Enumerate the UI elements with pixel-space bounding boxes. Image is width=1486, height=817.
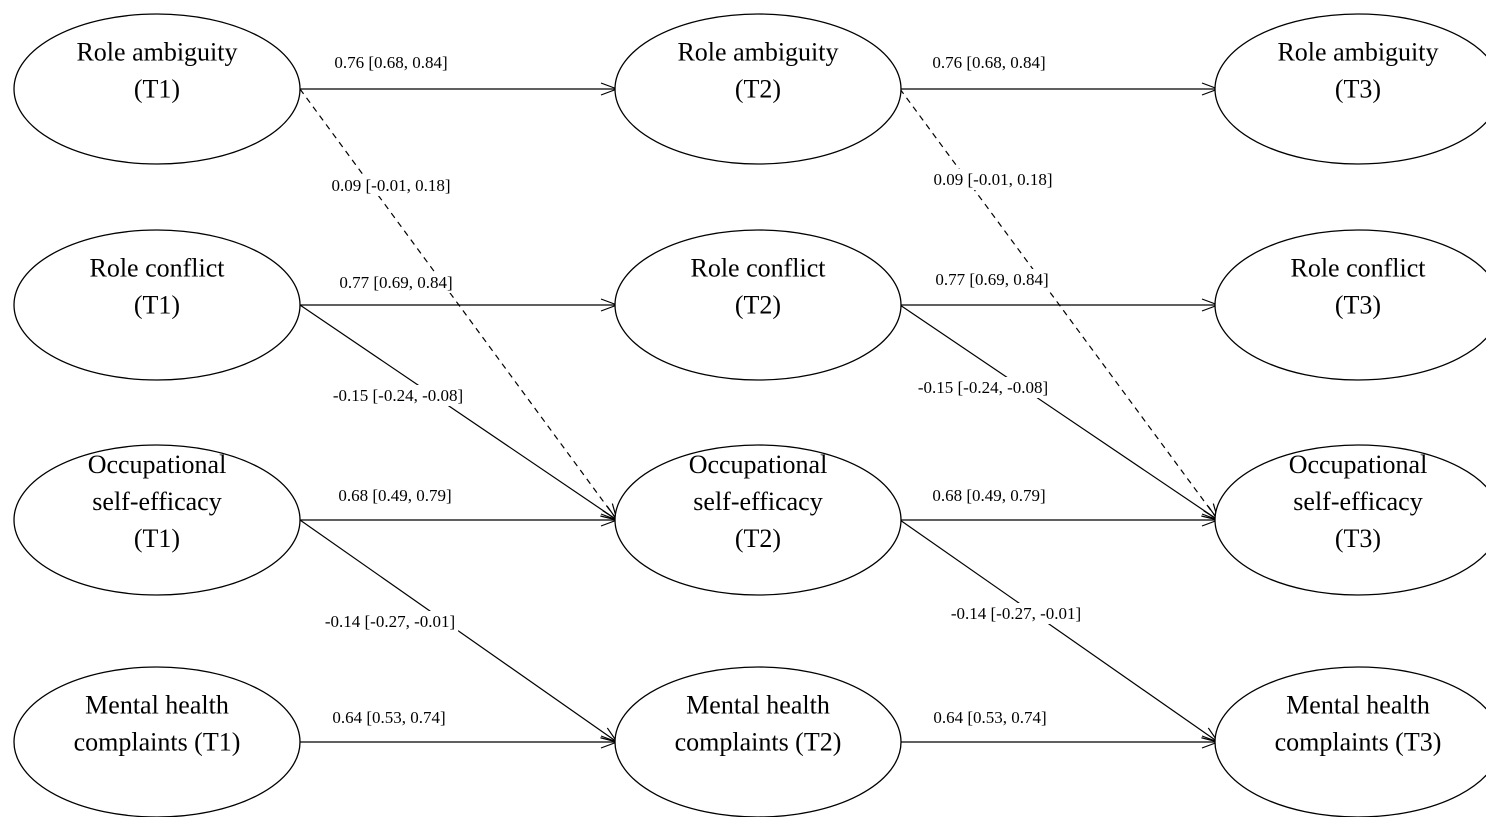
node-label-line: Mental health (686, 691, 830, 720)
path-coefficient-rc1-to-rc2: 0.77 [0.69, 0.84] (339, 273, 452, 292)
node-ellipse (614, 229, 902, 381)
node-label-line: complaints (T2) (675, 728, 842, 757)
node-label-line: (T2) (735, 75, 781, 104)
node-label-line: Role ambiguity (1277, 38, 1438, 67)
path-coefficient-mhc2-to-mhc3: 0.64 [0.53, 0.74] (933, 708, 1046, 727)
node-label-line: (T3) (1335, 524, 1381, 553)
node-ellipse (1214, 444, 1486, 596)
node-label-line: (T1) (134, 524, 180, 553)
node-mhc1: Mental health complaints (T1) (13, 666, 301, 817)
node-ellipse (13, 13, 301, 165)
path-coefficient-ose2-to-ose3: 0.68 [0.49, 0.79] (932, 486, 1045, 505)
node-ellipse (614, 444, 902, 596)
node-label-line: Role conflict (1290, 254, 1426, 283)
label-background (929, 52, 1049, 73)
label-background (335, 485, 455, 506)
path-coefficient-ra2-to-ra3: 0.76 [0.68, 0.84] (932, 53, 1045, 72)
label-background (328, 175, 454, 196)
node-label-line: Role conflict (690, 254, 826, 283)
node-ellipse (614, 666, 902, 817)
node-rc2: Role conflict (T2) (614, 229, 902, 381)
node-label-line: Occupational (1289, 450, 1428, 479)
label-background (932, 269, 1052, 290)
node-ra1: Role ambiguity (T1) (13, 13, 301, 165)
node-label-line: complaints (T1) (74, 728, 241, 757)
path-coefficient-ose1-to-mhc2: -0.14 [-0.27, -0.01] (325, 612, 455, 631)
node-ellipse (1214, 13, 1486, 165)
path-coefficient-ra1-to-ose2: 0.09 [-0.01, 0.18] (332, 176, 451, 195)
node-rc1: Role conflict (T1) (13, 229, 301, 381)
node-label-line: self-efficacy (693, 487, 822, 516)
node-label-line: Role conflict (89, 254, 225, 283)
path-coefficient-ose2-to-mhc3: -0.14 [-0.27, -0.01] (951, 604, 1081, 623)
path-coefficient-ra1-to-ra2: 0.76 [0.68, 0.84] (334, 53, 447, 72)
node-ose3: Occupational self-efficacy (T3) (1214, 444, 1486, 596)
node-rc3: Role conflict (T3) (1214, 229, 1486, 381)
node-mhc2: Mental health complaints (T2) (614, 666, 902, 817)
label-background (329, 707, 449, 728)
label-background (331, 52, 451, 73)
label-background (336, 272, 456, 293)
node-label-line: (T3) (1335, 291, 1381, 320)
path-coefficient-ra2-to-ose3: 0.09 [-0.01, 0.18] (934, 170, 1053, 189)
node-label-line: Role ambiguity (76, 38, 237, 67)
label-background (947, 603, 1085, 624)
node-label-line: Mental health (85, 691, 229, 720)
node-ra3: Role ambiguity (T3) (1214, 13, 1486, 165)
label-background (329, 385, 467, 406)
label-background (930, 707, 1050, 728)
node-ellipse (13, 444, 301, 596)
path-coefficient-ose1-to-ose2: 0.68 [0.49, 0.79] (338, 486, 451, 505)
path-arrow-ose2-to-mhc3 (899, 519, 1218, 742)
node-label-line: Occupational (88, 450, 227, 479)
node-label-line: Occupational (689, 450, 828, 479)
node-label-line: (T1) (134, 75, 180, 104)
path-arrow-rc2-to-ose3 (899, 304, 1218, 520)
node-label-line: (T2) (735, 291, 781, 320)
node-label-line: complaints (T3) (1275, 728, 1442, 757)
path-coefficient-rc2-to-rc3: 0.77 [0.69, 0.84] (935, 270, 1048, 289)
node-ellipse (13, 666, 301, 817)
label-background (930, 169, 1056, 190)
path-coefficient-rc1-to-ose2: -0.15 [-0.24, -0.08] (333, 386, 463, 405)
node-label-line: Role ambiguity (677, 38, 838, 67)
node-ellipse (614, 13, 902, 165)
node-label-line: (T3) (1335, 75, 1381, 104)
node-label-line: (T2) (735, 524, 781, 553)
node-ose1: Occupational self-efficacy (T1) (13, 444, 301, 596)
node-ellipse (1214, 666, 1486, 817)
node-ellipse (1214, 229, 1486, 381)
path-coefficient-mhc1-to-mhc2: 0.64 [0.53, 0.74] (332, 708, 445, 727)
node-label-line: Mental health (1286, 691, 1430, 720)
label-background (321, 611, 459, 632)
node-ra2: Role ambiguity (T2) (614, 13, 902, 165)
label-background (929, 485, 1049, 506)
path-arrow-rc1-to-ose2 (299, 304, 617, 520)
node-mhc3: Mental health complaints (T3) (1214, 666, 1486, 817)
label-background (914, 377, 1052, 398)
node-ellipse (13, 229, 301, 381)
node-label-line: self-efficacy (92, 487, 221, 516)
node-label-line: self-efficacy (1293, 487, 1422, 516)
path-coefficient-rc2-to-ose3: -0.15 [-0.24, -0.08] (918, 378, 1048, 397)
node-ose2: Occupational self-efficacy (T2) (614, 444, 902, 596)
path-arrow-ose1-to-mhc2 (299, 519, 617, 742)
node-label-line: (T1) (134, 291, 180, 320)
